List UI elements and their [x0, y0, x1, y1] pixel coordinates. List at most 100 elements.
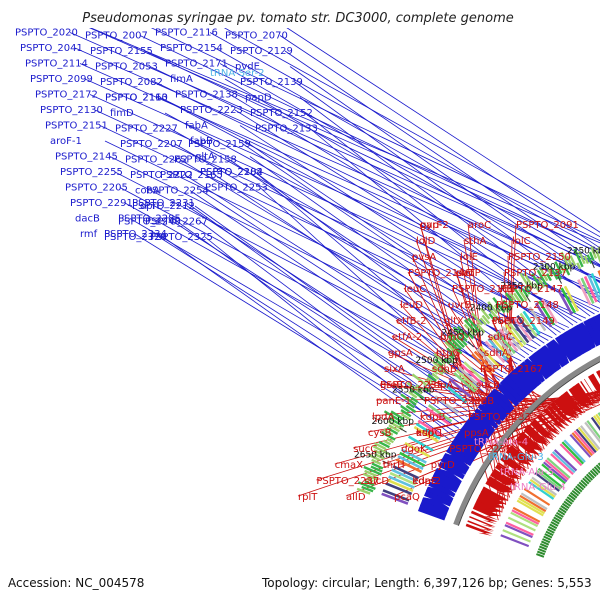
gc-mark [371, 462, 384, 470]
forward-leader-line [239, 125, 561, 333]
forward-leader-line [204, 16, 600, 238]
inner-gc-mark [566, 496, 575, 503]
feature-mark [455, 369, 479, 391]
gc-mark [565, 255, 574, 268]
gc-mark [448, 353, 455, 361]
reverse-gene-label: kdpA [428, 380, 453, 391]
forward-gene [503, 375, 528, 400]
gc-mark [370, 465, 383, 473]
gc-mark [371, 458, 382, 466]
forward-gene-label: PSPTO_2253 [205, 183, 268, 194]
inner-gc-mark [580, 479, 588, 487]
forward-leader-line [139, 35, 600, 254]
forward-gene [435, 468, 462, 484]
gc-mark [595, 249, 600, 263]
gc-mark [408, 391, 418, 399]
reverse-gene [495, 463, 521, 483]
reverse-gene [467, 520, 494, 532]
reverse-gene-label: rplT [298, 492, 318, 503]
feature-mark [473, 350, 496, 373]
inner-feature-mark [577, 426, 599, 452]
reverse-gene-label: greB [380, 380, 403, 391]
feature-mark [385, 482, 413, 496]
forward-gene-label: PSPTO_2155 [90, 46, 153, 57]
reverse-gene [550, 401, 572, 426]
gc-mark [383, 428, 394, 436]
forward-leader-line [228, 159, 526, 359]
gc-mark [586, 254, 593, 264]
inner-gc-mark [550, 521, 559, 527]
reverse-leader-line [459, 255, 513, 494]
reverse-gene-label: PSPTO_2233 [468, 412, 531, 423]
scale-tick-label: 2250 kbp [567, 246, 600, 256]
reverse-gene [526, 424, 550, 447]
feature-mark [490, 335, 511, 359]
scale-tick-mark [467, 340, 475, 348]
forward-gene [417, 503, 447, 521]
gc-mark [488, 312, 496, 322]
forward-gene-label: PSPTO_2212 [132, 201, 195, 212]
gc-mark [378, 440, 390, 449]
feature-mark [463, 361, 486, 383]
gc-mark [444, 341, 456, 353]
reverse-gene [483, 486, 509, 502]
feature-mark [504, 323, 524, 348]
gc-mark [374, 442, 387, 451]
forward-gene-label: PSPTO_2114 [25, 59, 88, 70]
gc-mark [467, 332, 475, 340]
feature-mark [484, 340, 506, 364]
inner-gc-mark [591, 468, 599, 476]
reverse-gene-label: gap-2 [420, 220, 449, 231]
inner-gc-mark [555, 511, 564, 518]
gc-mark [560, 251, 571, 270]
gc-mark [424, 379, 432, 386]
forward-gene [492, 388, 515, 411]
gc-mark [362, 472, 379, 481]
inner-feature-mark [511, 509, 540, 525]
feature-mark [560, 287, 577, 314]
scale-tick-mark [590, 260, 595, 269]
forward-gene [443, 453, 470, 471]
reverse-gene [497, 462, 522, 480]
feature-mark [391, 468, 418, 483]
feature-mark [417, 419, 443, 437]
forward-gene-label: papD [245, 93, 272, 104]
gc-mark [476, 323, 486, 334]
reverse-gene-label: etfA-2 [392, 332, 422, 343]
gc-mark [479, 317, 487, 326]
reverse-gene-label: PSPTO_2091 [516, 220, 579, 231]
scale-tick-label: 2300 kbp [533, 262, 576, 272]
forward-gene-label: PSPTO_2129 [230, 46, 293, 57]
forward-gene-label: cobA [135, 186, 160, 197]
forward-gene [467, 415, 493, 437]
forward-gene [421, 497, 450, 512]
gc-mark [533, 283, 541, 293]
inner-gc-mark [541, 540, 550, 546]
forward-gene [457, 427, 485, 450]
forward-gene [464, 419, 491, 442]
inner-gc-mark [585, 473, 594, 481]
gc-mark [400, 409, 412, 418]
gc-mark [433, 353, 447, 365]
feature-mark [580, 277, 595, 305]
forward-gene-label: PSPTO_2160 [105, 93, 168, 104]
feature-mark [460, 363, 484, 385]
inner-gc-mark [542, 538, 551, 544]
scale-tick-label: 2400 kbp [470, 304, 513, 314]
reverse-gene [587, 373, 600, 398]
reverse-gene-label: brnQ [440, 332, 465, 343]
feature-mark [381, 492, 409, 505]
gc-mark [513, 292, 522, 304]
gc-mark [423, 386, 431, 393]
trna-label: tRNA-Ala-4 [474, 437, 528, 448]
reverse-gene [470, 510, 498, 525]
gc-mark [432, 360, 447, 374]
forward-gene [541, 345, 561, 371]
forward-leader-line [200, 190, 497, 385]
gc-mark [374, 453, 385, 460]
gc-mark [364, 480, 375, 487]
reverse-gene-label: leuC [404, 284, 426, 295]
inner-feature-mark [504, 524, 533, 539]
